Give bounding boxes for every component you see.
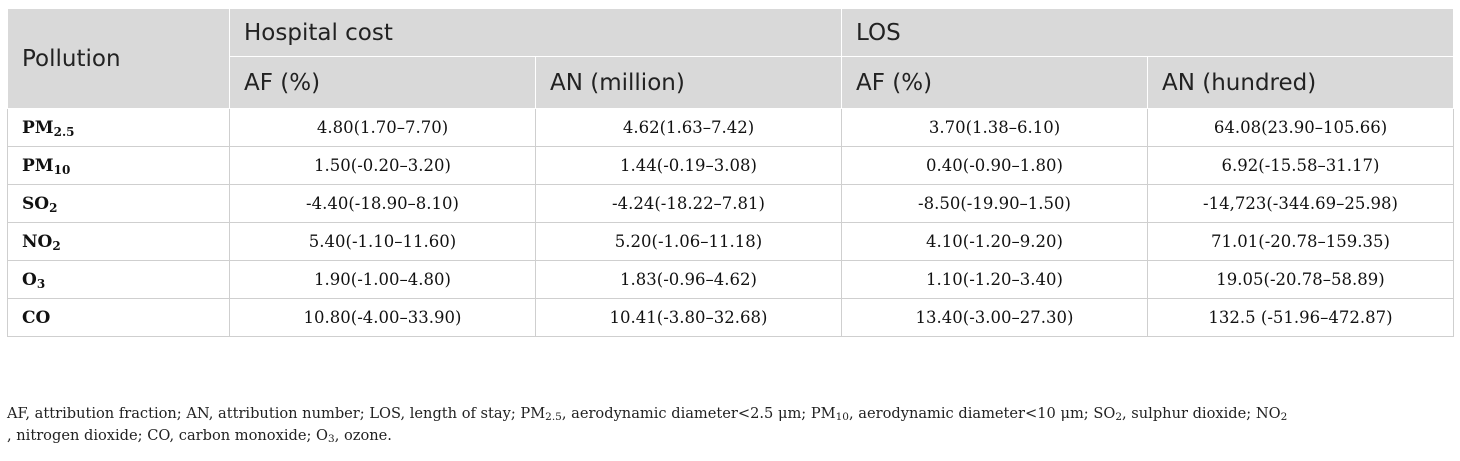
header-los-af: AF (%) xyxy=(841,56,1148,109)
table-row: O3 1.90(-1.00–4.80) 1.83(-0.96–4.62) 1.1… xyxy=(7,260,1455,299)
los-af-cell: 0.40(-0.90–1.80) xyxy=(841,146,1148,185)
los-af-cell: 13.40(-3.00–27.30) xyxy=(841,298,1148,337)
hospital-an-cell: 1.83(-0.96–4.62) xyxy=(535,260,842,299)
hospital-an-cell: 1.44(-0.19–3.08) xyxy=(535,146,842,185)
table-header: Pollution Hospital cost LOS AF (%) AN (m… xyxy=(7,8,1455,109)
table-row: CO 10.80(-4.00–33.90) 10.41(-3.80–32.68)… xyxy=(7,298,1455,337)
hospital-af-cell: 5.40(-1.10–11.60) xyxy=(229,222,536,261)
hospital-af-cell: 1.50(-0.20–3.20) xyxy=(229,146,536,185)
header-pollution: Pollution xyxy=(7,8,230,109)
header-group-los: LOS xyxy=(840,8,1455,57)
los-an-cell: 71.01(-20.78–159.35) xyxy=(1146,222,1455,261)
header-los-an: AN (hundred) xyxy=(1146,56,1455,109)
los-an-cell: 64.08(23.90–105.66) xyxy=(1146,108,1455,147)
hospital-af-cell: 1.90(-1.00–4.80) xyxy=(229,260,536,299)
pollutant-name: PM10 xyxy=(7,146,230,185)
los-an-cell: 132.5 (-51.96–472.87) xyxy=(1146,298,1455,337)
pollutant-name: CO xyxy=(7,298,230,337)
pollutant-name: NO2 xyxy=(7,222,230,261)
table-row: PM2.5 4.80(1.70–7.70) 4.62(1.63–7.42) 3.… xyxy=(7,108,1455,147)
los-an-cell: 19.05(-20.78–58.89) xyxy=(1146,260,1455,299)
data-table-container: Pollution Hospital cost LOS AF (%) AN (m… xyxy=(7,8,1455,337)
header-group-hospital-cost: Hospital cost xyxy=(229,8,842,57)
hospital-an-cell: 5.20(-1.06–11.18) xyxy=(535,222,842,261)
hospital-an-cell: 4.62(1.63–7.42) xyxy=(535,108,842,147)
hospital-an-cell: 10.41(-3.80–32.68) xyxy=(535,298,842,337)
pollutant-name: O3 xyxy=(7,260,230,299)
header-hospital-af: AF (%) xyxy=(229,56,536,109)
table-row: PM10 1.50(-0.20–3.20) 1.44(-0.19–3.08) 0… xyxy=(7,146,1455,185)
los-af-cell: -8.50(-19.90–1.50) xyxy=(841,184,1148,223)
pollutant-name: PM2.5 xyxy=(7,108,230,147)
hospital-af-cell: 4.80(1.70–7.70) xyxy=(229,108,536,147)
hospital-af-cell: -4.40(-18.90–8.10) xyxy=(229,184,536,223)
los-af-cell: 3.70(1.38–6.10) xyxy=(841,108,1148,147)
pollution-table: Pollution Hospital cost LOS AF (%) AN (m… xyxy=(7,8,1455,337)
header-hospital-an: AN (million) xyxy=(535,56,842,109)
table-footnote: AF, attribution fraction; AN, attributio… xyxy=(7,405,1288,445)
los-an-cell: 6.92(-15.58–31.17) xyxy=(1146,146,1455,185)
table-body: PM2.5 4.80(1.70–7.70) 4.62(1.63–7.42) 3.… xyxy=(7,108,1455,337)
hospital-an-cell: -4.24(-18.22–7.81) xyxy=(535,184,842,223)
pollutant-name: SO2 xyxy=(7,184,230,223)
los-af-cell: 1.10(-1.20–3.40) xyxy=(841,260,1148,299)
los-af-cell: 4.10(-1.20–9.20) xyxy=(841,222,1148,261)
table-row: SO2 -4.40(-18.90–8.10) -4.24(-18.22–7.81… xyxy=(7,184,1455,223)
table-row: NO2 5.40(-1.10–11.60) 5.20(-1.06–11.18) … xyxy=(7,222,1455,261)
hospital-af-cell: 10.80(-4.00–33.90) xyxy=(229,298,536,337)
los-an-cell: -14,723(-344.69–25.98) xyxy=(1146,184,1455,223)
